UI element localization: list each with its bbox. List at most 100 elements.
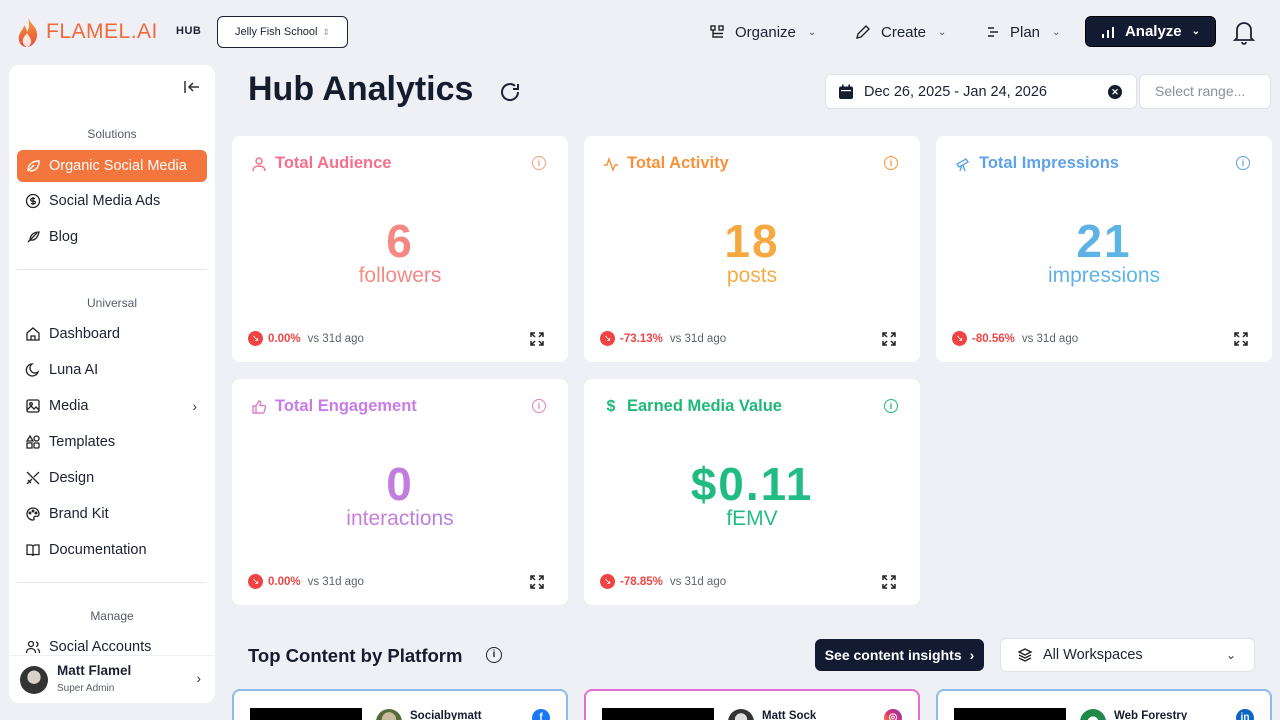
- delta-percent: -78.85%: [620, 575, 663, 588]
- sidebar-item-label: Design: [49, 470, 95, 486]
- instagram-icon: ◎: [884, 709, 902, 720]
- brand-name: FLAMEL.AI: [46, 20, 158, 43]
- divider: [17, 582, 206, 583]
- workspace-filter[interactable]: All Workspaces ⌄: [1000, 638, 1255, 672]
- metric-unit: impressions: [936, 264, 1272, 288]
- info-icon[interactable]: i: [486, 647, 502, 663]
- see-content-insights-button[interactable]: See content insights ›: [815, 639, 984, 671]
- clear-icon[interactable]: ✕: [1108, 85, 1122, 99]
- delta-indicator: ↘ -73.13% vs 31d ago: [600, 331, 726, 346]
- sidebar-item-social-media-ads[interactable]: Social Media Ads: [17, 185, 207, 217]
- user-icon: [252, 156, 266, 171]
- delta-compare: vs 31d ago: [307, 332, 364, 345]
- top-bar: FLAMEL.AI HUB Jelly Fish School ⇕ Organi…: [0, 0, 1280, 62]
- info-icon[interactable]: i: [884, 156, 898, 170]
- expand-icon[interactable]: [882, 575, 896, 589]
- sidebar-item-social-accounts[interactable]: Social Accounts: [17, 631, 207, 663]
- chevron-right-icon: ›: [192, 398, 197, 414]
- sidebar-item-label: Dashboard: [49, 326, 120, 342]
- workspace-select[interactable]: Jelly Fish School ⇕: [217, 16, 348, 48]
- metric-unit: followers: [232, 264, 568, 288]
- card-header: Total Audience: [251, 154, 391, 173]
- metric-unit: interactions: [232, 507, 568, 531]
- chevron-right-icon: ›: [969, 647, 975, 663]
- arrow-down-right-icon: ↘: [600, 331, 615, 346]
- chevron-down-icon: ⌄: [1225, 648, 1236, 662]
- sidebar-item-label: Organic Social Media: [49, 158, 187, 174]
- card-title: Total Activity: [627, 154, 729, 172]
- metric-unit: fEMV: [584, 507, 920, 531]
- activity-icon: [604, 156, 618, 172]
- date-range-picker[interactable]: Dec 26, 2025 - Jan 24, 2026 ✕: [825, 74, 1137, 109]
- expand-icon[interactable]: [1234, 332, 1248, 346]
- user-role: Super Admin: [57, 683, 115, 694]
- info-icon[interactable]: i: [884, 399, 898, 413]
- chevron-down-icon: ⌄: [1052, 26, 1061, 38]
- metric-card-earned-media-value: $ Earned Media Value i $0.11 fEMV ↘ -78.…: [584, 379, 920, 605]
- palette-icon: [26, 507, 40, 521]
- pencil-icon: [856, 25, 870, 39]
- leaf-icon: [27, 160, 40, 172]
- metric-card-total-engagement: Total Engagement i 0 interactions ↘ 0.00…: [232, 379, 568, 605]
- nav-organize[interactable]: Organize ⌄: [709, 16, 816, 48]
- card-title: Total Impressions: [979, 154, 1119, 172]
- avatar: [728, 709, 754, 720]
- sidebar-item-dashboard[interactable]: Dashboard: [17, 318, 207, 350]
- sidebar-item-luna-ai[interactable]: Luna AI: [17, 354, 207, 386]
- sidebar-item-organic-social-media[interactable]: Organic Social Media: [17, 150, 207, 182]
- range-select[interactable]: Select range...: [1139, 74, 1271, 109]
- collapse-sidebar-icon[interactable]: [183, 79, 201, 95]
- platform-card-facebook[interactable]: Socialbymatt f: [232, 689, 568, 720]
- bell-icon[interactable]: [1232, 19, 1256, 45]
- delta-compare: vs 31d ago: [1021, 332, 1079, 345]
- expand-icon[interactable]: [530, 575, 544, 589]
- divider: [17, 269, 206, 270]
- feather-icon: [27, 231, 40, 243]
- delta-percent: -73.13%: [620, 332, 663, 345]
- refresh-icon[interactable]: [498, 80, 522, 104]
- metric-value: $0.11: [584, 457, 920, 511]
- metric-card-total-audience: Total Audience i 6 followers ↘ 0.00% vs …: [232, 136, 568, 362]
- platform-card-linkedin[interactable]: Web Forestry in: [936, 689, 1272, 720]
- nav-plan[interactable]: Plan ⌄: [986, 16, 1060, 48]
- section-label-universal: Universal: [86, 296, 137, 310]
- home-icon: [26, 327, 40, 341]
- calendar-icon: [839, 84, 853, 99]
- card-header: Total Activity: [603, 154, 729, 173]
- nav-analyze[interactable]: Analyze ⌄: [1085, 16, 1216, 47]
- brand-logo[interactable]: FLAMEL.AI: [16, 16, 158, 48]
- sidebar-item-label: Documentation: [49, 542, 147, 558]
- sidebar-item-brand-kit[interactable]: Brand Kit: [17, 498, 207, 530]
- platform-card-instagram[interactable]: Matt Sock ◎: [584, 689, 920, 720]
- info-icon[interactable]: i: [532, 399, 546, 413]
- moon-icon: [25, 363, 40, 377]
- book-icon: [26, 544, 40, 557]
- chevron-down-icon: ⌄: [938, 26, 947, 38]
- avatar: [20, 665, 48, 694]
- workspace-select-value: Jelly Fish School: [234, 26, 318, 38]
- chevron-down-icon: ⌄: [1191, 26, 1201, 37]
- metric-card-total-impressions: Total Impressions i 21 impressions ↘ -80…: [936, 136, 1272, 362]
- card-header: Total Engagement: [251, 397, 417, 416]
- info-icon[interactable]: i: [532, 156, 546, 170]
- sidebar-item-templates[interactable]: Templates: [17, 426, 207, 458]
- insights-button-label: See content insights: [824, 647, 962, 663]
- info-icon[interactable]: i: [1236, 156, 1250, 170]
- tools-icon: [26, 471, 40, 485]
- sidebar-item-design[interactable]: Design: [17, 462, 207, 494]
- sidebar: Solutions Organic Social Media Social Me…: [9, 65, 215, 703]
- expand-icon[interactable]: [882, 332, 896, 346]
- nav-create[interactable]: Create ⌄: [855, 16, 946, 48]
- sidebar-item-label: Media: [49, 398, 89, 414]
- sidebar-item-documentation[interactable]: Documentation: [17, 534, 207, 566]
- shapes-icon: [25, 434, 40, 449]
- card-title: Total Audience: [275, 154, 392, 172]
- chevron-right-icon: ›: [196, 670, 201, 686]
- avatar: [376, 709, 402, 720]
- sidebar-item-label: Brand Kit: [49, 506, 109, 522]
- account-name: Socialbymatt: [410, 710, 482, 720]
- sidebar-item-blog[interactable]: Blog: [17, 221, 207, 253]
- sidebar-item-media[interactable]: Media ›: [17, 390, 207, 422]
- user-card[interactable]: Matt Flamel Super Admin ›: [9, 655, 215, 703]
- expand-icon[interactable]: [530, 332, 544, 346]
